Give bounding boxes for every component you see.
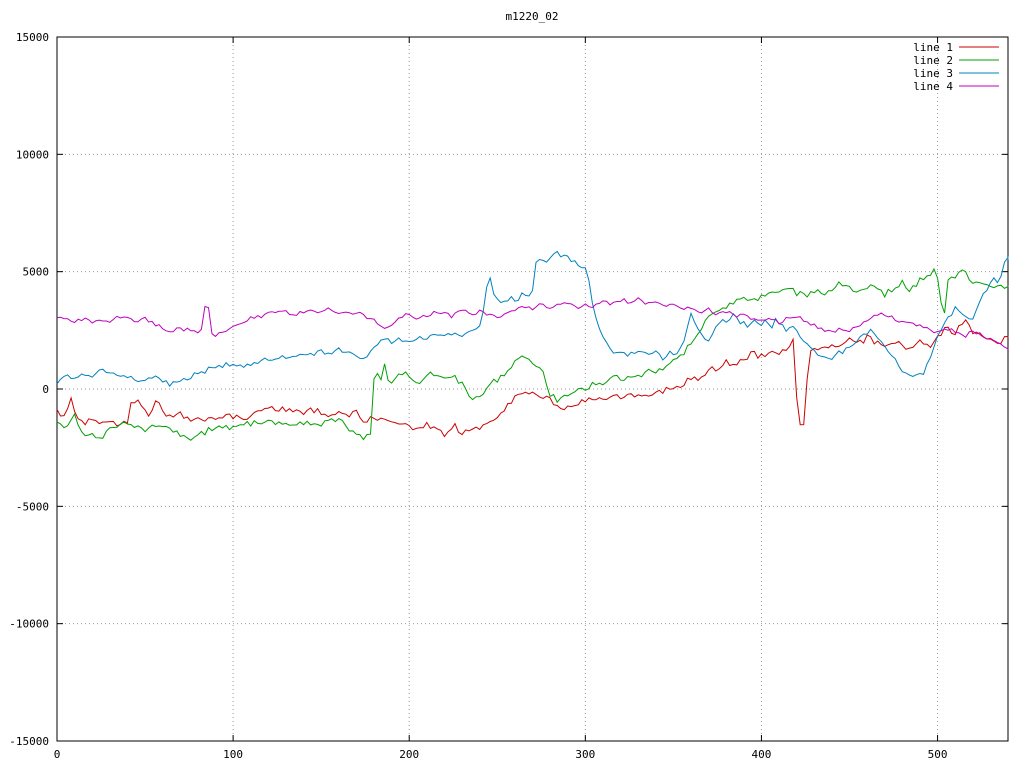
x-tick-label: 500 [928,748,948,761]
y-tick-label: 5000 [23,266,50,279]
series-line-2 [56,267,1009,441]
x-tick-label: 100 [223,748,243,761]
y-tick-label: -10000 [9,618,49,631]
legend-label-line-1: line 1 [913,41,953,54]
gridlines [57,37,1008,741]
legend-label-line-4: line 4 [913,80,953,93]
x-tick-label: 0 [54,748,61,761]
x-tick-label: 300 [575,748,595,761]
y-tick-label: 15000 [16,31,49,44]
y-tick-label: 10000 [16,148,49,161]
y-tick-label: -15000 [9,735,49,748]
series-lines [56,250,1009,441]
x-tick-label: 200 [399,748,419,761]
series-line-4 [56,297,1009,350]
chart-title: m1220_02 [506,10,559,23]
y-tick-label: 0 [42,383,49,396]
x-tick-label: 400 [752,748,772,761]
legend-label-line-2: line 2 [913,54,953,67]
y-tick-label: -5000 [16,500,49,513]
axis-tick-labels: 0 100 200 300 400 500 -15000 -10000 -5000 0 5000 10… [9,31,947,761]
series-line-1 [56,319,1009,438]
series-line-3 [56,250,1009,387]
legend-label-line-3: line 3 [913,67,953,80]
axis-ticks [56,36,1008,742]
